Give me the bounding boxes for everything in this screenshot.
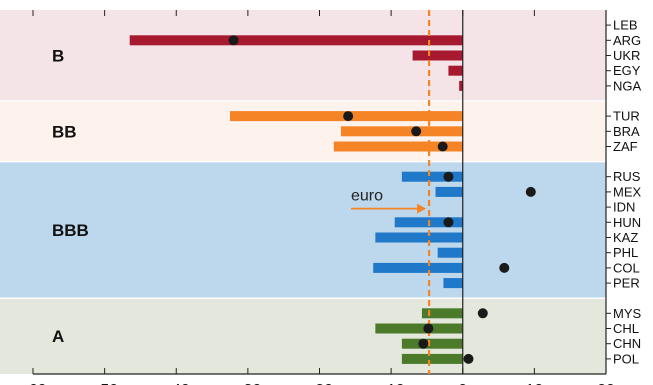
dot-chl bbox=[423, 323, 434, 334]
country-label-egy: EGY bbox=[613, 63, 641, 78]
country-label-hun: HUN bbox=[613, 215, 641, 230]
country-label-nga: NGA bbox=[613, 78, 642, 93]
bar-rus bbox=[401, 171, 463, 182]
bar-chn bbox=[401, 338, 463, 349]
band-bbb bbox=[0, 161, 606, 299]
x-tick-label: 20 bbox=[597, 382, 615, 385]
x-tick-label: −40 bbox=[163, 382, 190, 385]
x-tick-label: −50 bbox=[91, 382, 118, 385]
country-label-mex: MEX bbox=[613, 184, 642, 199]
dot-zaf bbox=[437, 141, 448, 152]
country-label-kaz: KAZ bbox=[613, 230, 638, 245]
bar-zaf bbox=[333, 141, 463, 152]
bar-bra bbox=[340, 126, 463, 137]
labels-layer: BBBBBBALEBARGUKREGYNGATURBRAZAFRUSMEXIDN… bbox=[52, 18, 642, 367]
rating-bands bbox=[0, 10, 606, 374]
dot-mex bbox=[525, 186, 536, 197]
dots-layer bbox=[228, 35, 536, 364]
dot-tur bbox=[343, 111, 354, 122]
dot-pol bbox=[463, 353, 474, 364]
x-tick-label: 10 bbox=[525, 382, 543, 385]
country-label-arg: ARG bbox=[613, 33, 641, 48]
bar-ukr bbox=[412, 50, 463, 61]
country-label-per: PER bbox=[613, 276, 640, 291]
country-label-ukr: UKR bbox=[613, 48, 640, 63]
x-tick-label: 0 bbox=[458, 382, 467, 385]
bar-arg bbox=[129, 35, 463, 46]
country-label-chn: CHN bbox=[613, 336, 641, 351]
x-tick-label: −60 bbox=[19, 382, 46, 385]
group-label-bbb: BBB bbox=[52, 221, 89, 240]
bar-col bbox=[373, 262, 463, 273]
band-a bbox=[0, 298, 606, 374]
country-label-zaf: ZAF bbox=[613, 139, 638, 154]
axes-layer: −60 −50 −40 −30 −20 −10 0 10 20 bbox=[19, 10, 615, 385]
country-label-tur: TUR bbox=[613, 109, 640, 124]
country-label-rus: RUS bbox=[613, 169, 641, 184]
euro-annotation: euro bbox=[351, 188, 383, 205]
dot-rus bbox=[443, 171, 454, 182]
x-tick-label: −10 bbox=[378, 382, 405, 385]
dot-arg bbox=[228, 35, 239, 46]
country-label-idn: IDN bbox=[613, 200, 635, 215]
bar-kaz bbox=[375, 232, 463, 243]
country-label-chl: CHL bbox=[613, 321, 639, 336]
dot-col bbox=[499, 262, 510, 273]
euro-arrow-head bbox=[417, 203, 427, 214]
country-label-pol: POL bbox=[613, 351, 639, 366]
country-label-leb: LEB bbox=[613, 18, 638, 33]
bar-chl bbox=[375, 323, 463, 334]
dot-bra bbox=[411, 126, 422, 137]
country-label-bra: BRA bbox=[613, 124, 640, 139]
dot-hun bbox=[443, 217, 454, 228]
bar-egy bbox=[448, 65, 463, 76]
x-tick-label: −20 bbox=[306, 382, 333, 385]
dot-mys bbox=[477, 308, 488, 319]
bar-nga bbox=[459, 80, 463, 91]
country-label-mys: MYS bbox=[613, 306, 642, 321]
country-label-col: COL bbox=[613, 260, 640, 275]
bar-per bbox=[443, 278, 463, 289]
band-b bbox=[0, 10, 606, 101]
group-label-bb: BB bbox=[52, 122, 77, 141]
dot-chn bbox=[418, 338, 429, 349]
bar-mex bbox=[435, 186, 463, 197]
band-bb bbox=[0, 101, 606, 162]
x-tick-label: −30 bbox=[234, 382, 261, 385]
group-label-a: A bbox=[52, 327, 64, 346]
group-label-b: B bbox=[52, 47, 64, 66]
bar-pol bbox=[401, 353, 463, 364]
bar-phl bbox=[437, 247, 463, 258]
country-label-phl: PHL bbox=[613, 245, 638, 260]
bar-mys bbox=[421, 308, 463, 319]
